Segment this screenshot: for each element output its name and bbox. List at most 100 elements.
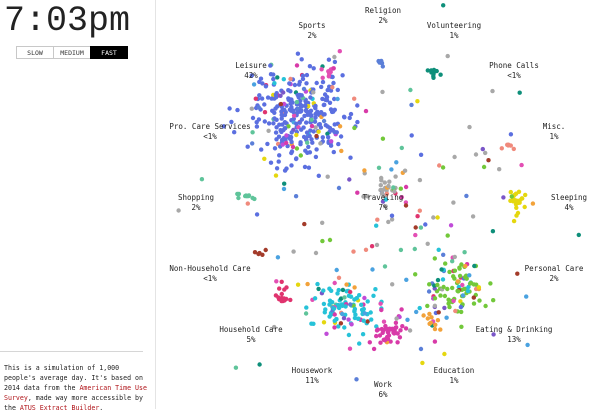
person-dot [306, 144, 311, 150]
person-dot [308, 95, 313, 100]
person-dot [325, 87, 330, 93]
person-dot [352, 125, 357, 131]
person-dot [456, 289, 461, 294]
speed-slow-button[interactable]: SLOW [16, 46, 54, 59]
person-dot [483, 303, 488, 309]
person-dot [433, 322, 438, 327]
person-dot [324, 95, 330, 100]
person-dot [397, 335, 403, 340]
person-dot [451, 274, 456, 279]
activity-name: Non-Household Care [169, 264, 251, 273]
person-dot [275, 255, 281, 260]
person-dot [395, 340, 400, 345]
person-dot [356, 316, 361, 321]
person-dot [440, 277, 446, 282]
label-misc: Misc. 1% [543, 122, 566, 142]
activity-percent: 2% [549, 274, 559, 283]
person-dot [312, 119, 318, 124]
person-dot [431, 215, 436, 220]
person-dot [331, 306, 337, 311]
person-dot [288, 76, 293, 82]
label-work: Work 6% [374, 380, 392, 400]
person-dot [274, 125, 279, 130]
person-dot [288, 297, 293, 303]
person-dot [436, 247, 441, 252]
person-dot [328, 88, 334, 93]
person-dot [506, 142, 511, 147]
person-dot [272, 81, 277, 86]
person-dot [429, 315, 434, 320]
person-dot [459, 309, 464, 315]
person-dot [303, 98, 308, 104]
person-dot [455, 279, 460, 284]
person-dot [511, 146, 516, 152]
person-dot [378, 183, 383, 188]
person-dot [332, 280, 337, 286]
activity-percent: 1% [449, 31, 459, 40]
person-dot [471, 295, 476, 300]
person-dot [262, 156, 267, 161]
person-dot [304, 81, 309, 86]
person-dot [313, 115, 318, 120]
activity-percent: 1% [549, 132, 559, 141]
person-dot [380, 64, 385, 69]
person-dot [303, 103, 308, 109]
activity-name: Shopping [177, 193, 215, 202]
person-dot [337, 124, 343, 129]
person-dot [289, 150, 294, 156]
person-dot [279, 291, 284, 297]
atus-link[interactable]: American Time Use Survey [4, 384, 147, 402]
person-dot [517, 90, 522, 95]
person-dot [425, 316, 430, 321]
person-dot [438, 72, 443, 77]
person-dot [400, 324, 405, 329]
person-dot [295, 282, 301, 287]
person-dot [271, 121, 276, 126]
person-dot [301, 86, 307, 92]
person-dot [354, 295, 359, 301]
person-dot [199, 177, 205, 182]
person-dot [252, 250, 258, 255]
person-dot [273, 173, 279, 178]
person-dot [323, 307, 328, 312]
person-dot [379, 175, 384, 181]
person-dot [398, 328, 403, 333]
person-dot [320, 75, 325, 81]
person-dot [413, 232, 418, 238]
person-dot [291, 249, 296, 254]
person-dot [268, 72, 274, 77]
person-dot [480, 146, 485, 152]
person-dot [316, 173, 321, 178]
person-dot [435, 277, 441, 283]
atus-extract-builder-link[interactable]: ATUS Extract Builder [19, 404, 100, 412]
person-dot [367, 340, 372, 345]
person-dot [321, 118, 327, 124]
person-dot [325, 131, 330, 136]
person-dot [415, 214, 420, 219]
person-dot [442, 293, 448, 299]
person-dot [453, 308, 458, 314]
person-dot [457, 266, 462, 271]
person-dot [438, 327, 443, 332]
person-dot [313, 103, 318, 109]
person-dot [383, 197, 389, 202]
activity-name: Housework [291, 366, 333, 375]
person-dot [344, 282, 349, 287]
person-dot [236, 191, 242, 197]
activity-percent: 4% [564, 203, 574, 212]
activity-name: Religion [364, 6, 402, 15]
person-dot [393, 325, 398, 330]
person-dot [576, 232, 581, 238]
speed-fast-button[interactable]: FAST [90, 46, 128, 59]
speed-medium-button[interactable]: MEDIUM [53, 46, 91, 59]
person-dot [233, 365, 239, 370]
person-dot [273, 293, 279, 298]
person-dot [318, 125, 324, 130]
person-dot [310, 140, 315, 145]
person-dot [351, 249, 356, 254]
person-dot [284, 296, 289, 302]
person-dot [451, 200, 456, 205]
person-dot [320, 79, 326, 85]
person-dot [360, 332, 366, 337]
person-dot [272, 116, 277, 121]
